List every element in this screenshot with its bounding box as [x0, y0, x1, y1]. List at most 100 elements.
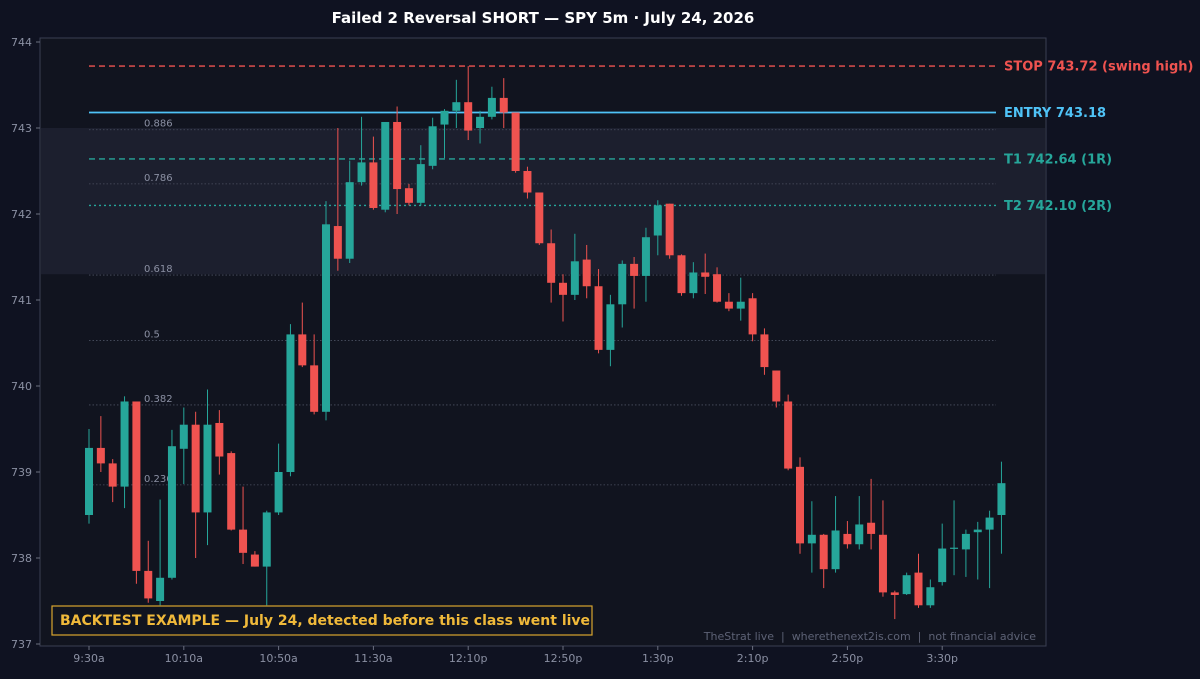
candle: [499, 78, 508, 128]
candle: [156, 499, 165, 606]
candle-body: [369, 162, 378, 208]
candle: [819, 533, 828, 589]
candle-body: [156, 577, 165, 601]
candle: [594, 269, 603, 354]
candle-body: [179, 424, 188, 449]
candle: [843, 521, 852, 549]
candle-body: [807, 534, 816, 544]
candle-body: [511, 112, 520, 171]
candle-body: [973, 529, 982, 533]
x-tick-label: 12:10p: [449, 652, 488, 665]
fib-label-0.786: 0.786: [144, 173, 173, 184]
candle: [120, 396, 129, 509]
candle-body: [701, 272, 710, 277]
y-tick-label: 738: [11, 552, 32, 565]
candle: [713, 267, 722, 303]
candle: [784, 394, 793, 471]
candle-body: [286, 334, 295, 472]
candle: [464, 66, 473, 141]
candle-body: [333, 226, 342, 259]
candle-body: [120, 401, 129, 487]
candle: [665, 203, 674, 259]
y-axis: 737 738 739 740 741 742 743 744: [11, 36, 40, 651]
candle: [606, 294, 615, 367]
candle: [333, 128, 342, 271]
candle-body: [227, 453, 236, 530]
candle-body: [132, 401, 141, 571]
candle-body: [843, 533, 852, 545]
candle: [108, 459, 117, 503]
candle: [416, 145, 425, 206]
candle-body: [274, 472, 283, 513]
candle: [357, 116, 366, 186]
candle: [393, 106, 402, 214]
fib-label-0.618: 0.618: [144, 264, 173, 275]
candle-body: [570, 261, 579, 295]
candle: [878, 500, 887, 597]
candle: [523, 166, 532, 199]
candle: [215, 410, 224, 475]
candle: [772, 370, 781, 408]
candle-body: [310, 365, 319, 412]
fib-label-0.236: 0.236: [144, 474, 173, 485]
candle-body: [404, 188, 413, 203]
x-tick-label: 3:30p: [926, 652, 958, 665]
fib-label-0.5: 0.5: [144, 329, 160, 340]
candle: [701, 253, 710, 294]
candle: [831, 496, 840, 573]
candle-body: [144, 570, 153, 599]
candle-body: [96, 447, 105, 464]
chart-title: Failed 2 Reversal SHORT — SPY 5m · July …: [332, 9, 755, 27]
candle-body: [452, 102, 461, 111]
candles: [85, 66, 1006, 620]
candle-body: [203, 424, 212, 513]
candle: [535, 192, 544, 245]
candle: [167, 429, 176, 580]
candle: [653, 200, 662, 256]
footer-text: TheStrat live | wherethenext2is.com | no…: [703, 630, 1036, 643]
fib-label-0.382: 0.382: [144, 394, 173, 405]
candle-body: [902, 575, 911, 595]
candle: [582, 244, 591, 299]
x-tick-label: 10:10a: [165, 652, 203, 665]
candle-body: [630, 263, 639, 276]
candle-body: [855, 524, 864, 545]
candle: [748, 293, 757, 342]
candle: [262, 510, 271, 606]
x-tick-label: 9:30a: [73, 652, 104, 665]
candle: [630, 257, 639, 309]
candle: [807, 501, 816, 573]
candle-body: [108, 463, 117, 487]
candle: [724, 293, 733, 312]
candle-body: [760, 334, 769, 368]
trade-levels: STOP 743.72 (swing high) ENTRY 743.18 T1 7…: [89, 60, 1193, 214]
candle-body: [523, 171, 532, 193]
banner-box: [51, 605, 593, 636]
y-tick-label: 744: [11, 36, 32, 49]
candle: [961, 529, 970, 577]
candle-body: [950, 547, 959, 549]
t1-label: T1 742.64 (1R): [1004, 152, 1112, 167]
candle-body: [997, 483, 1006, 515]
candle: [179, 407, 188, 485]
candle: [310, 334, 319, 415]
candle: [950, 500, 959, 576]
backtest-banner: BACKTEST EXAMPLE — July 24, detected bef…: [51, 605, 593, 636]
candle-body: [641, 237, 650, 276]
candle-body: [345, 182, 354, 259]
candle: [286, 324, 295, 477]
candle: [902, 572, 911, 595]
candle: [997, 461, 1006, 554]
candle: [890, 590, 899, 620]
candle-body: [487, 97, 496, 117]
candle: [345, 160, 354, 264]
y-tick-label: 742: [11, 208, 32, 221]
candle: [96, 416, 105, 472]
candle-body: [239, 529, 248, 553]
candle: [760, 328, 769, 375]
candle-body: [594, 286, 603, 350]
candle-body: [464, 102, 473, 131]
candle-body: [440, 110, 449, 125]
x-tick-label: 11:30a: [354, 652, 392, 665]
